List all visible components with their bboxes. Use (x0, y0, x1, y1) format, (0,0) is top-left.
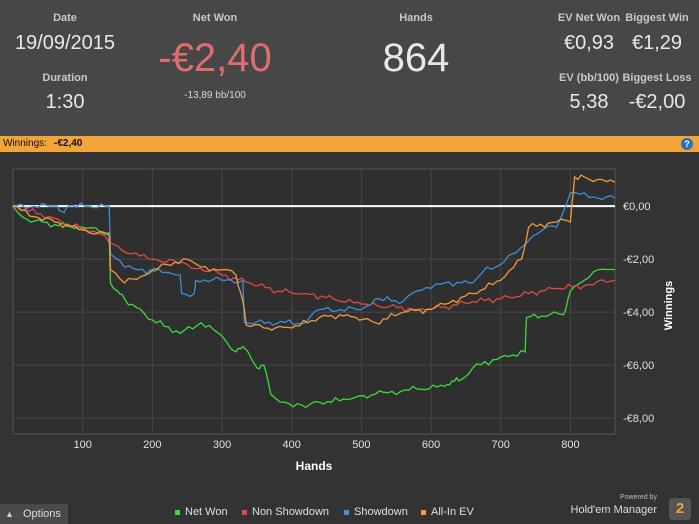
y-tick-label: -€6,00 (623, 360, 654, 372)
brand-name: Hold'em Manager (570, 504, 657, 516)
duration-label: Duration (42, 72, 88, 84)
legend-label-non-showdown: Non Showdown (252, 506, 330, 518)
legend-non-showdown[interactable]: Non Showdown (242, 506, 329, 518)
duration-value: 1:30 (45, 91, 85, 113)
y-axis-label: Winnings (663, 281, 675, 330)
net-won-bb: -13,89 bb/100 (184, 90, 246, 101)
ev-net-won-value: €0,93 (563, 32, 615, 54)
date-label: Date (53, 12, 77, 24)
help-icon[interactable]: ? (681, 138, 693, 150)
legend-label-all-in-ev: All-In EV (431, 506, 474, 518)
x-tick-label: 100 (73, 439, 91, 451)
legend-all-in-ev[interactable]: All-In EV (421, 506, 474, 518)
ev-bb-label: EV (bb/100) (559, 72, 619, 84)
x-tick-label: 600 (422, 439, 440, 451)
legend-swatch-showdown (344, 509, 349, 515)
ev-bb-value: 5,38 (569, 91, 609, 113)
series-line-net-won (12, 205, 616, 409)
x-tick-label: 200 (143, 439, 161, 451)
y-tick-label: -€2,00 (623, 254, 654, 266)
y-tick-label: -€4,00 (623, 307, 654, 319)
biggest-loss-value: -€2,00 (628, 91, 686, 113)
legend-showdown[interactable]: Showdown (344, 506, 408, 518)
hands-value: 864 (382, 36, 450, 80)
series-line-all-in-ev (12, 174, 616, 331)
x-tick-label: 400 (283, 439, 301, 451)
winnings-bar: Winnings: -€2,40 ? (0, 136, 699, 152)
legend-net-won[interactable]: Net Won (175, 506, 228, 518)
series-line-non-showdown (12, 205, 616, 313)
net-won-value: -€2,40 (158, 36, 272, 80)
biggest-win-label: Biggest Win (625, 12, 689, 24)
stats-panel: Date 19/09/2015 Duration 1:30 Net Won -€… (0, 0, 699, 136)
legend-swatch-net-won (175, 509, 180, 515)
series-line-showdown (12, 191, 616, 327)
x-tick-label: 300 (213, 439, 231, 451)
y-tick-label: -€8,00 (623, 413, 654, 425)
legend-label-net-won: Net Won (185, 506, 228, 518)
brand-logo: 2 (669, 498, 691, 520)
date-value: 19/09/2015 (14, 32, 116, 54)
winnings-chart-svg: 100 200 300 400 500 600 700 800 €0,00 -€2,00 -€4,0… (12, 168, 675, 473)
x-tick-label: 500 (352, 439, 370, 451)
ev-net-won-label: EV Net Won (557, 12, 621, 24)
x-tick-label: 700 (492, 439, 510, 451)
options-button-label: Options (22, 508, 61, 520)
hands-label: Hands (399, 12, 433, 24)
legend-label-showdown: Showdown (354, 506, 408, 518)
biggest-win-value: €1,29 (631, 32, 683, 54)
options-button[interactable]: ▲ Options (0, 504, 68, 524)
biggest-loss-label: Biggest Loss (622, 72, 692, 84)
winnings-bar-value: -€2,40 (54, 138, 83, 149)
x-axis-label: Hands (296, 459, 333, 473)
net-won-label: Net Won (192, 12, 238, 24)
x-tick-label: 800 (561, 439, 579, 451)
plot-area (12, 168, 616, 435)
winnings-chart: 100 200 300 400 500 600 700 800 €0,00 -€2,00 -€4,0… (0, 152, 699, 498)
powered-by-text: Powered by (620, 494, 657, 501)
legend-swatch-non-showdown (242, 509, 247, 515)
footer (0, 498, 699, 524)
y-tick-label: €0,00 (623, 201, 651, 213)
winnings-bar-label: Winnings: (3, 138, 47, 149)
chevron-up-icon: ▲ (5, 509, 14, 519)
legend-swatch-all-in-ev (421, 509, 426, 515)
